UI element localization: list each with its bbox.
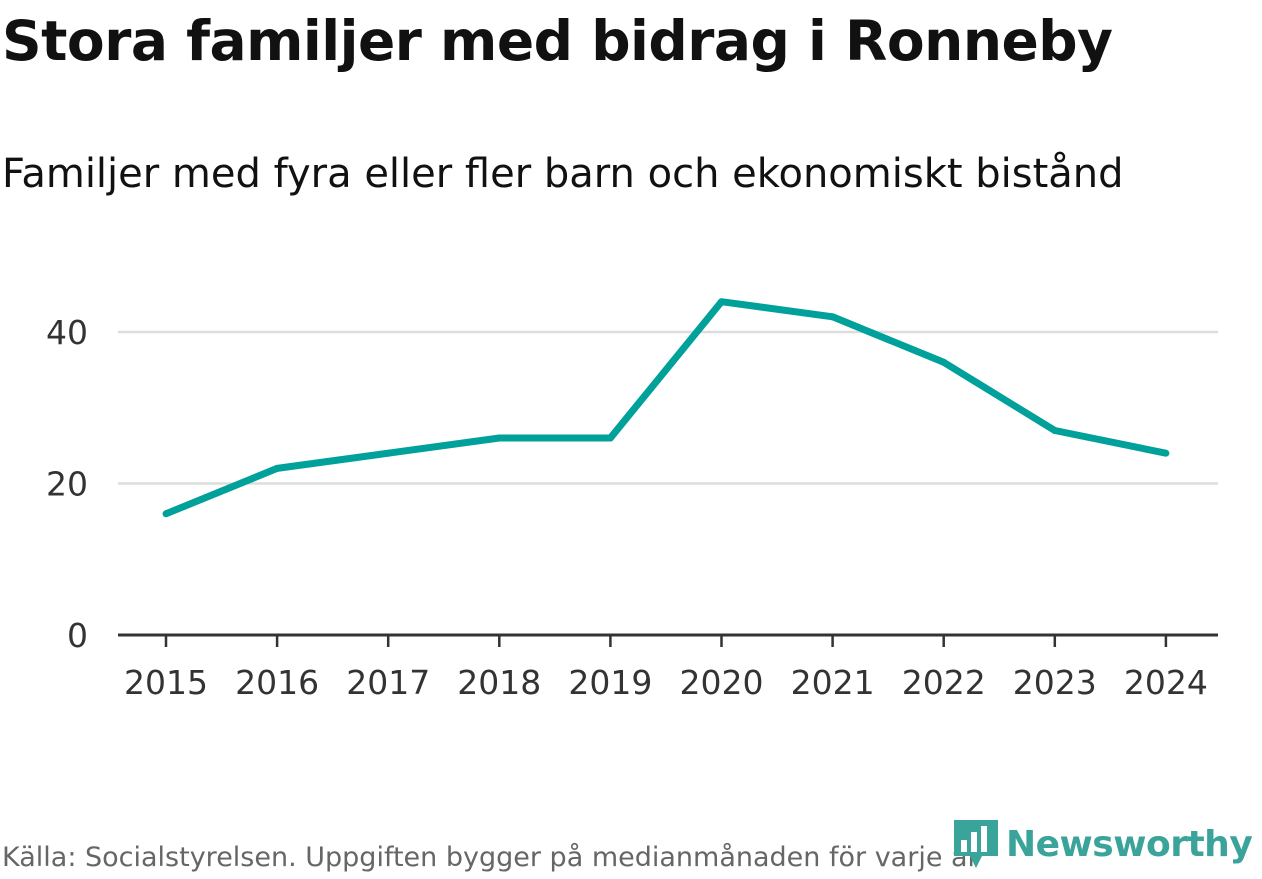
x-axis-ticks: 2015 2016 2017 2018 2019 2020 2021 2022 2023 2024	[124, 635, 1208, 702]
y-tick-label: 20	[46, 465, 88, 504]
x-tick-label: 2020	[680, 663, 764, 702]
x-tick-label: 2017	[346, 663, 430, 702]
newsworthy-logo[interactable]: Newsworthy	[952, 818, 1253, 870]
chart-subtitle: Familjer med fyra eller fler barn och ek…	[2, 151, 1124, 197]
x-tick-label: 2022	[902, 663, 986, 702]
x-tick-label: 2016	[235, 663, 319, 702]
y-axis-ticks: 0 20 40	[46, 313, 88, 655]
data-point-2016	[273, 464, 281, 472]
data-point-2024	[1162, 449, 1170, 457]
x-tick-label: 2024	[1124, 663, 1208, 702]
data-point-2020	[718, 298, 725, 306]
x-tick-label: 2023	[1013, 663, 1097, 702]
series-line	[164, 298, 1167, 518]
data-point-2017	[384, 449, 392, 457]
data-point-2023	[1051, 426, 1059, 434]
data-point-2021	[829, 313, 837, 321]
source-note: Källa: Socialstyrelsen. Uppgiften bygger…	[2, 842, 979, 873]
data-point-2019	[606, 434, 614, 442]
data-point-2018	[495, 434, 503, 442]
gridlines	[118, 330, 1218, 485]
series-layer	[162, 298, 1170, 518]
data-point-2022	[940, 358, 948, 366]
y-tick-label: 0	[67, 616, 88, 655]
x-tick-label: 2021	[791, 663, 875, 702]
data-point-2015	[162, 510, 170, 518]
chart-title: Stora familjer med bidrag i Ronneby	[2, 9, 1113, 73]
y-tick-label: 40	[46, 313, 88, 352]
x-tick-label: 2019	[568, 663, 652, 702]
logo-text: Newsworthy	[1006, 823, 1253, 865]
x-tick-label: 2018	[457, 663, 541, 702]
x-tick-label: 2015	[124, 663, 208, 702]
bar-chart-speech-bubble-icon	[954, 820, 998, 868]
